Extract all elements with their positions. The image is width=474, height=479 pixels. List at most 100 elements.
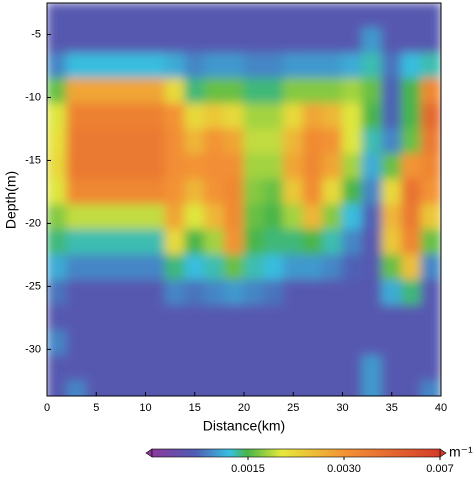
heat-cell: [105, 27, 127, 54]
heat-cell: [164, 204, 186, 231]
heat-cell: [302, 103, 324, 130]
heat-cell: [282, 78, 304, 105]
heat-cell: [243, 3, 265, 29]
heat-cell: [381, 229, 403, 256]
heat-cell: [204, 153, 225, 180]
heat-cell: [322, 380, 343, 396]
heat-cell: [420, 229, 441, 256]
heat-cell: [302, 304, 324, 331]
heat-cell: [204, 304, 225, 331]
heat-cell: [381, 3, 403, 29]
heat-cell: [342, 254, 363, 281]
heat-cell: [145, 103, 166, 130]
heat-cell: [66, 380, 87, 396]
heat-cell: [125, 229, 146, 256]
y-tick-label: -30: [25, 343, 41, 355]
colorbar-unit: m⁻¹: [449, 444, 473, 460]
heat-cell: [223, 78, 245, 105]
heat-cell: [184, 330, 206, 357]
heat-cell: [184, 229, 206, 256]
heat-cell: [322, 279, 343, 306]
heat-cell: [420, 153, 441, 180]
heat-cell: [164, 153, 186, 180]
heat-cell: [381, 204, 403, 231]
heat-cell: [361, 204, 383, 231]
heat-cell: [420, 204, 441, 231]
heat-cell: [361, 128, 383, 155]
heat-cell: [125, 103, 146, 130]
heat-cell: [420, 279, 441, 306]
y-tick-label: -15: [25, 154, 41, 166]
x-tick-label: 25: [287, 402, 299, 414]
heat-cell: [105, 304, 127, 331]
heat-cell: [105, 78, 127, 105]
heat-cell: [401, 128, 422, 155]
heat-cell: [145, 229, 166, 256]
x-tick-label: 5: [93, 402, 99, 414]
heat-cell: [342, 178, 363, 206]
heat-cell: [47, 52, 68, 80]
heat-cell: [302, 380, 324, 396]
colorbar-tick-label: 0.007: [426, 463, 454, 475]
heat-cell: [223, 380, 245, 396]
heat-cell: [361, 52, 383, 80]
heat-cell: [184, 128, 206, 155]
heat-cell: [204, 229, 225, 256]
heat-cell: [164, 330, 186, 357]
heat-cell: [401, 204, 422, 231]
heat-cell: [164, 128, 186, 155]
heat-cell: [125, 128, 146, 155]
heat-cell: [66, 330, 87, 357]
heat-cell: [420, 355, 441, 382]
heat-cell: [263, 52, 284, 80]
heat-cell: [125, 3, 146, 29]
heat-cell: [361, 178, 383, 206]
heat-cell: [282, 380, 304, 396]
colorbar-extend-low: [145, 448, 153, 458]
heat-cell: [105, 128, 127, 155]
heat-cell: [243, 279, 265, 306]
heat-cell: [223, 3, 245, 29]
heat-cell: [263, 304, 284, 331]
heat-cell: [342, 204, 363, 231]
heat-cell: [164, 103, 186, 130]
heat-cell: [105, 279, 127, 306]
heat-cell: [302, 254, 324, 281]
heat-cell: [322, 229, 343, 256]
heat-cell: [184, 3, 206, 29]
x-tick-label: 35: [386, 402, 398, 414]
heat-cell: [47, 355, 68, 382]
heat-cell: [184, 304, 206, 331]
y-tick-label: -25: [25, 280, 41, 292]
heat-cell: [420, 128, 441, 155]
heat-cell: [105, 204, 127, 231]
heat-cell: [125, 78, 146, 105]
heat-cell: [47, 178, 68, 206]
heatmap-cells: [47, 3, 441, 396]
heat-cell: [381, 78, 403, 105]
heat-cell: [361, 229, 383, 256]
heat-cell: [243, 229, 265, 256]
heat-cell: [184, 279, 206, 306]
x-tick-label: 0: [44, 402, 50, 414]
heat-cell: [164, 254, 186, 281]
heat-cell: [263, 330, 284, 357]
heat-cell: [85, 229, 107, 256]
heat-cell: [401, 279, 422, 306]
heat-cell: [85, 380, 107, 396]
heat-cell: [322, 52, 343, 80]
heat-cell: [263, 27, 284, 54]
heat-cell: [243, 78, 265, 105]
colorbar-tick-label: 0.0030: [327, 463, 361, 475]
heat-cell: [263, 103, 284, 130]
heat-cell: [401, 52, 422, 80]
heat-cell: [243, 254, 265, 281]
heatmap: [47, 3, 441, 396]
heat-cell: [66, 178, 87, 206]
heat-cell: [361, 153, 383, 180]
heat-cell: [66, 304, 87, 331]
heat-cell: [361, 27, 383, 54]
heat-cell: [302, 52, 324, 80]
heat-cell: [184, 103, 206, 130]
